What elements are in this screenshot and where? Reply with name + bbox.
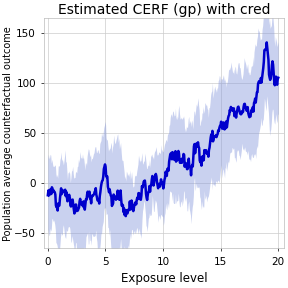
X-axis label: Exposure level: Exposure level bbox=[121, 272, 208, 285]
Title: Estimated CERF (gp) with cred: Estimated CERF (gp) with cred bbox=[58, 3, 270, 17]
Y-axis label: Population average counterfactual outcome: Population average counterfactual outcom… bbox=[3, 26, 13, 240]
